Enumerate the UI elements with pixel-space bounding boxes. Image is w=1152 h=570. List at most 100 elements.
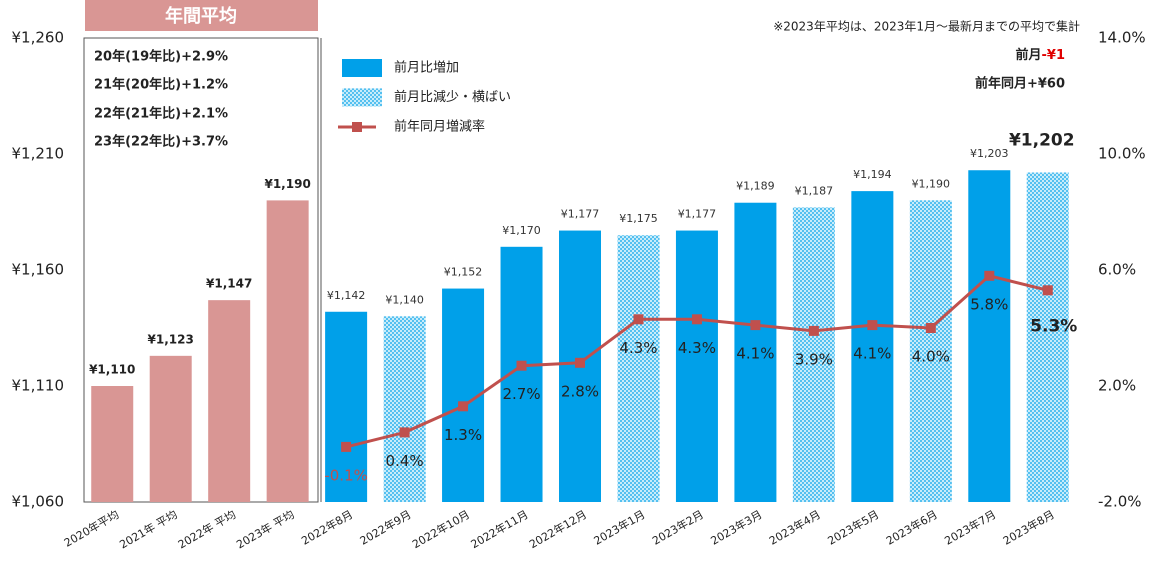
- mom-value: -¥1: [1042, 48, 1066, 63]
- line-value-label: 5.8%: [970, 295, 1008, 313]
- line-marker: [984, 270, 995, 281]
- yoy-note: 前年同月+¥60: [975, 76, 1065, 92]
- line-value-label: 4.0%: [912, 348, 950, 366]
- line-marker: [575, 357, 585, 368]
- x-tick-label: 2023年2月: [650, 507, 706, 548]
- bar: [1026, 172, 1069, 502]
- annual-box: [83, 37, 319, 503]
- annual-note: 22年(21年比)+2.1%: [94, 106, 228, 122]
- x-tick-label: 2023年4月: [767, 507, 823, 548]
- line-value-label: 4.3%: [678, 339, 716, 357]
- line-marker: [808, 325, 819, 336]
- line-value-label: 4.1%: [853, 345, 891, 363]
- line-value-label: 5.3%: [1030, 316, 1077, 336]
- line-marker: [691, 314, 702, 325]
- box-header: [85, 0, 318, 31]
- y-tick-label: ¥1,160: [12, 261, 65, 279]
- bar-value-label: ¥1,177: [678, 208, 717, 221]
- x-tick-label: 2021年 平均: [117, 507, 180, 551]
- bar-value-label: ¥1,170: [502, 224, 541, 237]
- bar-value-label: ¥1,140: [385, 293, 424, 306]
- y2-tick-label: -2.0%: [1098, 493, 1142, 511]
- bar: [266, 200, 309, 502]
- bar-value-label: ¥1,194: [853, 168, 892, 181]
- x-tick-label: 2023年5月: [825, 507, 881, 548]
- line-marker: [750, 320, 761, 331]
- bar-value-label: ¥1,152: [444, 266, 483, 279]
- y2-tick-label: 2.0%: [1098, 377, 1136, 395]
- line-marker: [633, 314, 644, 325]
- legend-label: 前月比減少・横ばい: [394, 89, 511, 105]
- y2-tick-label: 10.0%: [1098, 145, 1146, 163]
- x-tick-label: 2022年8月: [299, 507, 355, 548]
- bar: [734, 202, 777, 502]
- bar-value-label: ¥1,110: [89, 363, 135, 377]
- line-value-label: 4.3%: [619, 339, 657, 357]
- line-marker: [925, 323, 936, 333]
- x-tick-label: 2022年11月: [468, 507, 530, 551]
- y-tick-label: ¥1,210: [12, 145, 65, 163]
- bar: [792, 207, 835, 503]
- line-value-label: 3.9%: [795, 350, 833, 368]
- mom-note: 前月-¥1: [1015, 47, 1065, 63]
- bar-value-label: ¥1,202: [1009, 131, 1075, 151]
- bar-value-label: ¥1,123: [148, 332, 194, 346]
- x-tick-label: 2023年1月: [591, 507, 647, 548]
- line-marker: [341, 441, 352, 452]
- legend-swatch: [342, 59, 382, 77]
- bar: [208, 300, 251, 502]
- bar-value-label: ¥1,190: [264, 177, 310, 191]
- line-marker: [516, 360, 527, 371]
- mom-label: 前月: [1015, 47, 1041, 63]
- x-tick-label: 2023年8月: [1000, 507, 1056, 548]
- line-value-label: 1.3%: [444, 426, 482, 444]
- bar: [149, 355, 192, 502]
- annual-note: 21年(20年比)+1.2%: [94, 77, 228, 93]
- bar-value-label: ¥1,203: [970, 147, 1009, 160]
- bar: [675, 230, 718, 502]
- box-title: 年間平均: [165, 5, 237, 27]
- bar-value-label: ¥1,187: [795, 184, 834, 197]
- x-tick-label: 2022年10月: [410, 507, 472, 551]
- x-tick-label: 2020年平均: [61, 507, 121, 550]
- line-value-label: 2.8%: [561, 382, 599, 400]
- line-value-label: 0.4%: [386, 452, 424, 470]
- line-value-label: -0.1%: [324, 466, 368, 484]
- footnote: ※2023年平均は、2023年1月～最新月までの平均で集計: [773, 19, 1080, 34]
- bar: [383, 316, 426, 502]
- line-value-label: 2.7%: [502, 385, 540, 403]
- line-marker: [1042, 285, 1053, 296]
- bar-value-label: ¥1,175: [619, 212, 658, 225]
- bar: [909, 200, 952, 502]
- bar-value-label: ¥1,190: [912, 177, 951, 190]
- x-tick-label: 2022年12月: [527, 507, 589, 551]
- line-marker: [458, 401, 469, 412]
- x-tick-label: 2023年6月: [883, 507, 939, 548]
- bar: [968, 170, 1011, 503]
- legend-swatch: [342, 88, 382, 107]
- line-marker: [867, 320, 878, 331]
- y-tick-label: ¥1,260: [12, 29, 65, 47]
- bar-value-label: ¥1,177: [561, 208, 600, 221]
- legend-label: 前年同月増減率: [394, 119, 485, 135]
- legend-label: 前月比増加: [394, 60, 459, 76]
- line-value-label: 4.1%: [736, 345, 774, 363]
- bar-value-label: ¥1,189: [736, 180, 775, 193]
- y-tick-label: ¥1,060: [12, 493, 65, 511]
- x-tick-label: 2022年 平均: [175, 507, 238, 551]
- legend-marker: [352, 122, 362, 132]
- bar-value-label: ¥1,142: [327, 289, 366, 302]
- y2-tick-label: 6.0%: [1098, 261, 1136, 279]
- y-tick-label: ¥1,110: [12, 377, 65, 395]
- bar: [325, 311, 368, 502]
- bar: [617, 235, 660, 502]
- annual-note: 20年(19年比)+2.9%: [94, 49, 228, 65]
- annual-note: 23年(22年比)+3.7%: [94, 134, 228, 150]
- line-marker: [399, 427, 410, 438]
- x-tick-label: 2023年3月: [708, 507, 764, 548]
- x-tick-label: 2023年 平均: [234, 507, 297, 551]
- bar: [91, 386, 134, 502]
- y2-tick-label: 14.0%: [1098, 29, 1146, 47]
- bar-value-label: ¥1,147: [206, 277, 252, 291]
